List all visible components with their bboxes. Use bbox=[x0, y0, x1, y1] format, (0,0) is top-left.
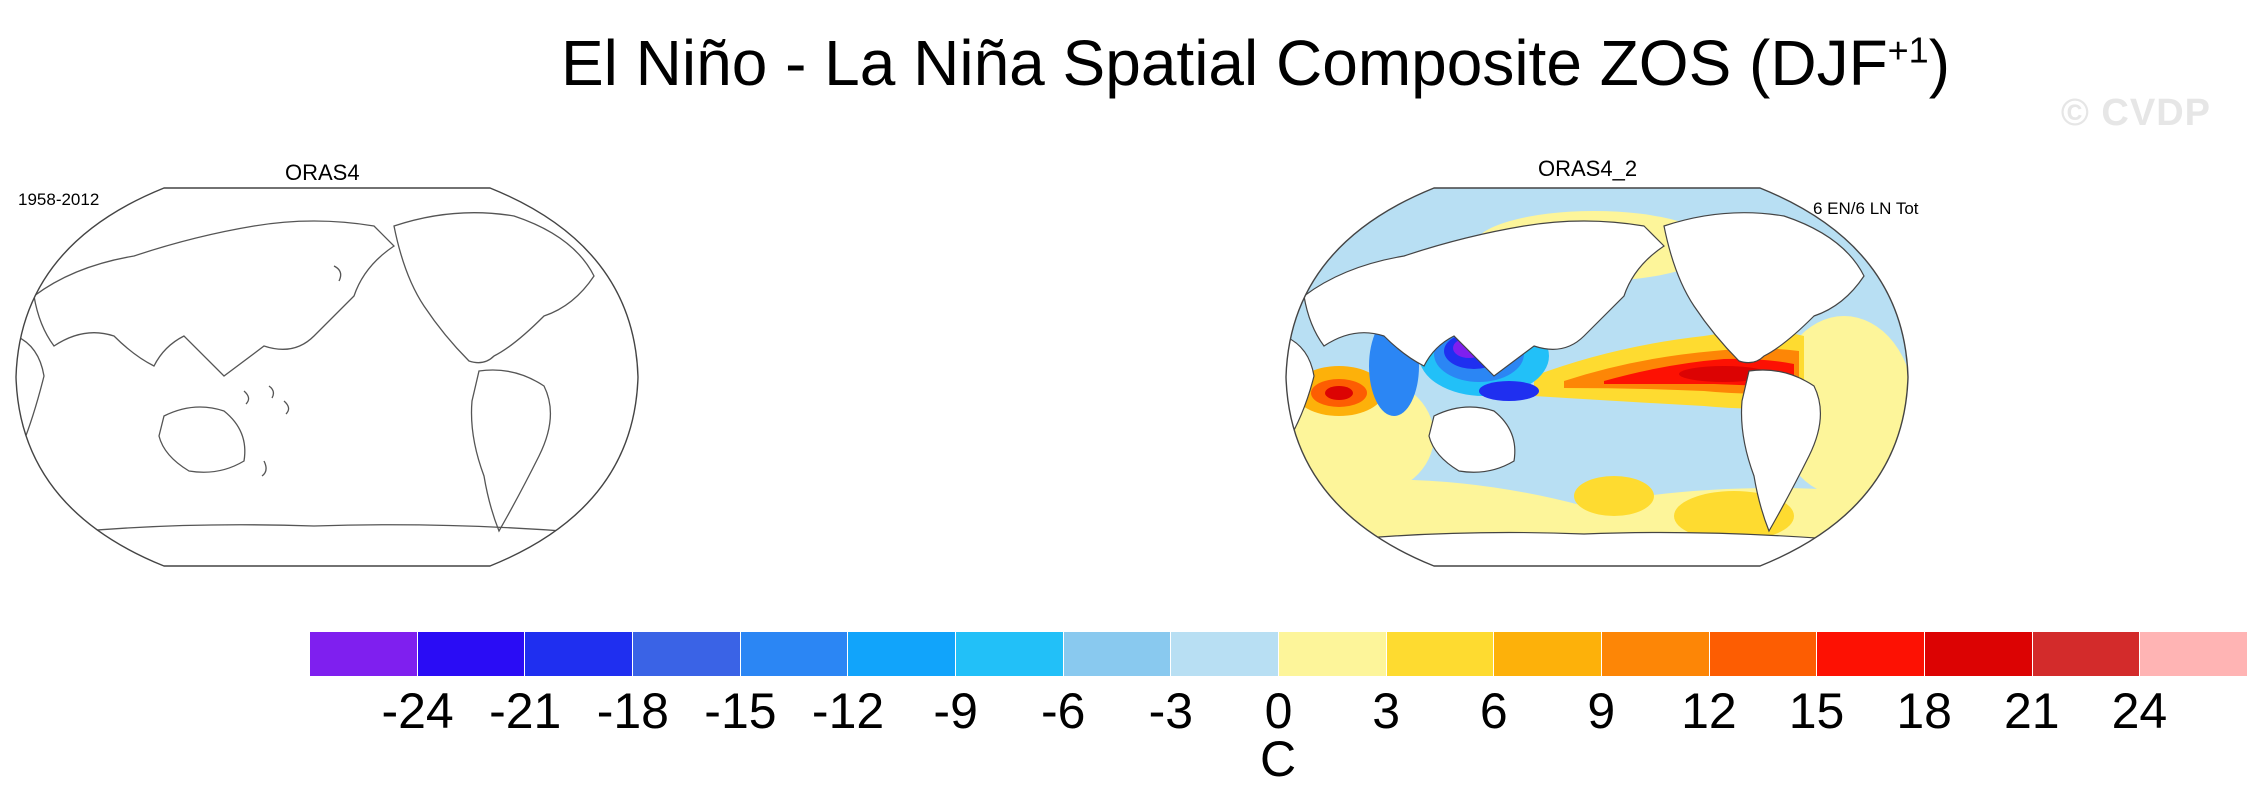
colorbar-cell bbox=[2140, 632, 2248, 676]
colorbar-cell bbox=[310, 632, 418, 676]
colorbar-cell bbox=[1494, 632, 1603, 676]
colorbar-cell bbox=[525, 632, 634, 676]
figure-title: El Niño - La Niña Spatial Composite ZOS … bbox=[560, 27, 1951, 99]
map-left bbox=[15, 187, 639, 567]
coast-antarctica bbox=[33, 524, 625, 537]
colorbar-cell bbox=[1386, 632, 1495, 676]
colorbar-tick-label: -21 bbox=[489, 683, 562, 739]
colorbar-cell bbox=[956, 632, 1064, 676]
coast-australia bbox=[158, 406, 246, 473]
colorbar-cell bbox=[633, 632, 741, 676]
panel-right-title: ORAS4_2 bbox=[1538, 156, 1638, 181]
coast-south-america bbox=[470, 369, 552, 533]
coast-asia bbox=[33, 220, 396, 377]
colorbar-tick-label: 9 bbox=[1587, 683, 1616, 739]
colorbar-tick-label: 6 bbox=[1479, 683, 1508, 739]
colorbar-tick-label: 15 bbox=[1788, 683, 1845, 739]
colorbar-tick-label: 12 bbox=[1681, 683, 1737, 739]
colorbar-cell bbox=[1063, 632, 1172, 676]
coast-north-america bbox=[393, 212, 595, 364]
colorbar-tick-label: 3 bbox=[1372, 683, 1401, 739]
colorbar-tick-label: -24 bbox=[381, 683, 454, 739]
colorbar-tick-label: -9 bbox=[933, 683, 978, 739]
colorbar-tick-label: -18 bbox=[596, 683, 669, 739]
coast-africa bbox=[16, 335, 45, 447]
colorbar-cell bbox=[740, 632, 849, 676]
panel-left-period: 1958-2012 bbox=[18, 190, 100, 209]
colorbar-tick-label: -6 bbox=[1041, 683, 1086, 739]
colorbar-cell bbox=[848, 632, 957, 676]
colorbar-tick-label: 24 bbox=[2111, 683, 2168, 739]
panel-right-count: 6 EN/6 LN Tot bbox=[1813, 199, 1919, 218]
cvdp-watermark: © CVDP bbox=[2060, 92, 2211, 134]
colorbar-cell bbox=[1279, 632, 1387, 676]
colorbar-cell bbox=[1925, 632, 2033, 676]
colorbar-tick-label: -3 bbox=[1148, 683, 1194, 739]
coast-islands bbox=[243, 265, 342, 477]
panel-left-title: ORAS4 bbox=[285, 160, 360, 185]
colorbar-tick-label: 21 bbox=[2003, 683, 2060, 739]
map-right bbox=[1285, 187, 1909, 567]
colorbar-cell bbox=[1817, 632, 1926, 676]
colorbar-cell bbox=[417, 632, 526, 676]
colorbar-tick-label: -12 bbox=[811, 683, 885, 739]
colorbar-unit: C bbox=[1259, 731, 1297, 787]
colorbar-cell bbox=[2032, 632, 2141, 676]
colorbar-ticks: -24 -21 -18 -15 -12 -9 -6 -3 0 3 6 9 12 15 18 21 24 bbox=[310, 682, 2247, 742]
colorbar-cell bbox=[1602, 632, 1710, 676]
colorbar-tick-label: -15 bbox=[704, 683, 777, 739]
colorbar-tick-label: 18 bbox=[1896, 683, 1952, 739]
colorbar-cell bbox=[1171, 632, 1280, 676]
colorbar bbox=[310, 632, 2248, 676]
colorbar-tick-label: 0 bbox=[1264, 683, 1293, 739]
colorbar-cell bbox=[1709, 632, 1818, 676]
